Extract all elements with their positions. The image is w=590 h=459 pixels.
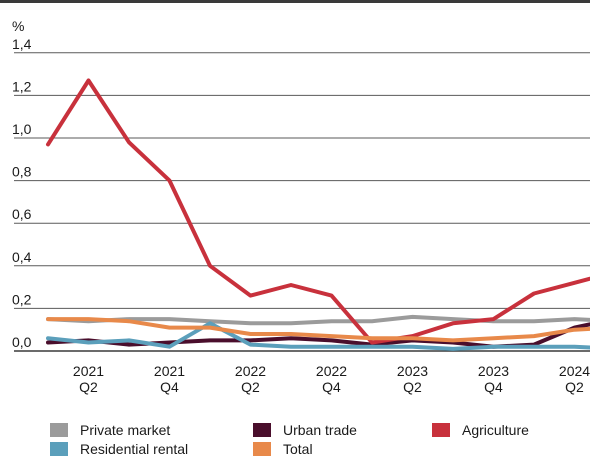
y-axis-unit-label: % <box>12 18 24 34</box>
y-tick-label: 1,2 <box>12 78 32 94</box>
legend-swatch-urban-trade <box>253 423 271 437</box>
top-rule <box>0 0 590 3</box>
x-tick-year: 2022 <box>235 363 266 379</box>
x-tick-quarter: Q2 <box>403 379 422 395</box>
legend-label-agriculture: Agriculture <box>462 422 529 438</box>
legend-label-private-market: Private market <box>80 422 171 438</box>
y-tick-label: 0,8 <box>12 164 32 180</box>
legend-item-urban-trade: Urban trade <box>253 420 357 440</box>
y-tick-label: 0,6 <box>12 206 32 222</box>
legend-swatch-residential-rental <box>50 442 68 456</box>
x-tick-quarter: Q2 <box>565 379 584 395</box>
x-tick-year: 2021 <box>154 363 185 379</box>
legend-swatch-agriculture <box>432 423 450 437</box>
y-tick-label: 0,0 <box>12 334 32 350</box>
series-line-residential-rental <box>46 321 590 351</box>
legend-item-residential-rental: Residential rental <box>50 439 188 459</box>
line-chart: % 0,00,20,40,60,81,01,21,4 2021Q22021Q42… <box>0 0 590 395</box>
series-line-agriculture <box>46 78 590 345</box>
x-tick-year: 2024 <box>559 363 590 379</box>
series-line-total <box>46 317 590 343</box>
legend-label-total: Total <box>283 441 313 457</box>
x-tick-quarter: Q4 <box>322 379 341 395</box>
y-tick-label: 1,4 <box>12 36 32 52</box>
series-lines <box>46 78 590 351</box>
y-tick-label: 0,4 <box>12 249 32 265</box>
y-tick-label: 0,2 <box>12 291 32 307</box>
legend-item-agriculture: Agriculture <box>432 420 529 440</box>
x-tick-quarter: Q4 <box>160 379 179 395</box>
legend-swatch-total <box>253 442 271 456</box>
gridlines <box>14 52 590 352</box>
x-tick-quarter: Q2 <box>79 379 98 395</box>
legend: Private market Urban trade Agriculture R… <box>0 418 590 458</box>
legend-swatch-private-market <box>50 423 68 437</box>
x-tick-quarter: Q4 <box>484 379 503 395</box>
series-line-private-market <box>46 314 590 326</box>
x-tick-labels: 2021Q22021Q42022Q22022Q42023Q22023Q42024… <box>73 363 590 395</box>
y-tick-labels: 0,0 0,2 0,4 0,6 0,8 1,0 1,2 1,4 <box>12 36 32 350</box>
x-tick-year: 2023 <box>397 363 428 379</box>
legend-item-total: Total <box>253 439 313 459</box>
x-tick-year: 2021 <box>73 363 104 379</box>
x-tick-year: 2022 <box>316 363 347 379</box>
x-tick-year: 2023 <box>478 363 509 379</box>
legend-item-private-market: Private market <box>50 420 170 440</box>
legend-label-residential-rental: Residential rental <box>80 441 189 457</box>
y-tick-label: 1,0 <box>12 121 32 137</box>
legend-label-urban-trade: Urban trade <box>283 422 357 438</box>
x-tick-quarter: Q2 <box>241 379 260 395</box>
